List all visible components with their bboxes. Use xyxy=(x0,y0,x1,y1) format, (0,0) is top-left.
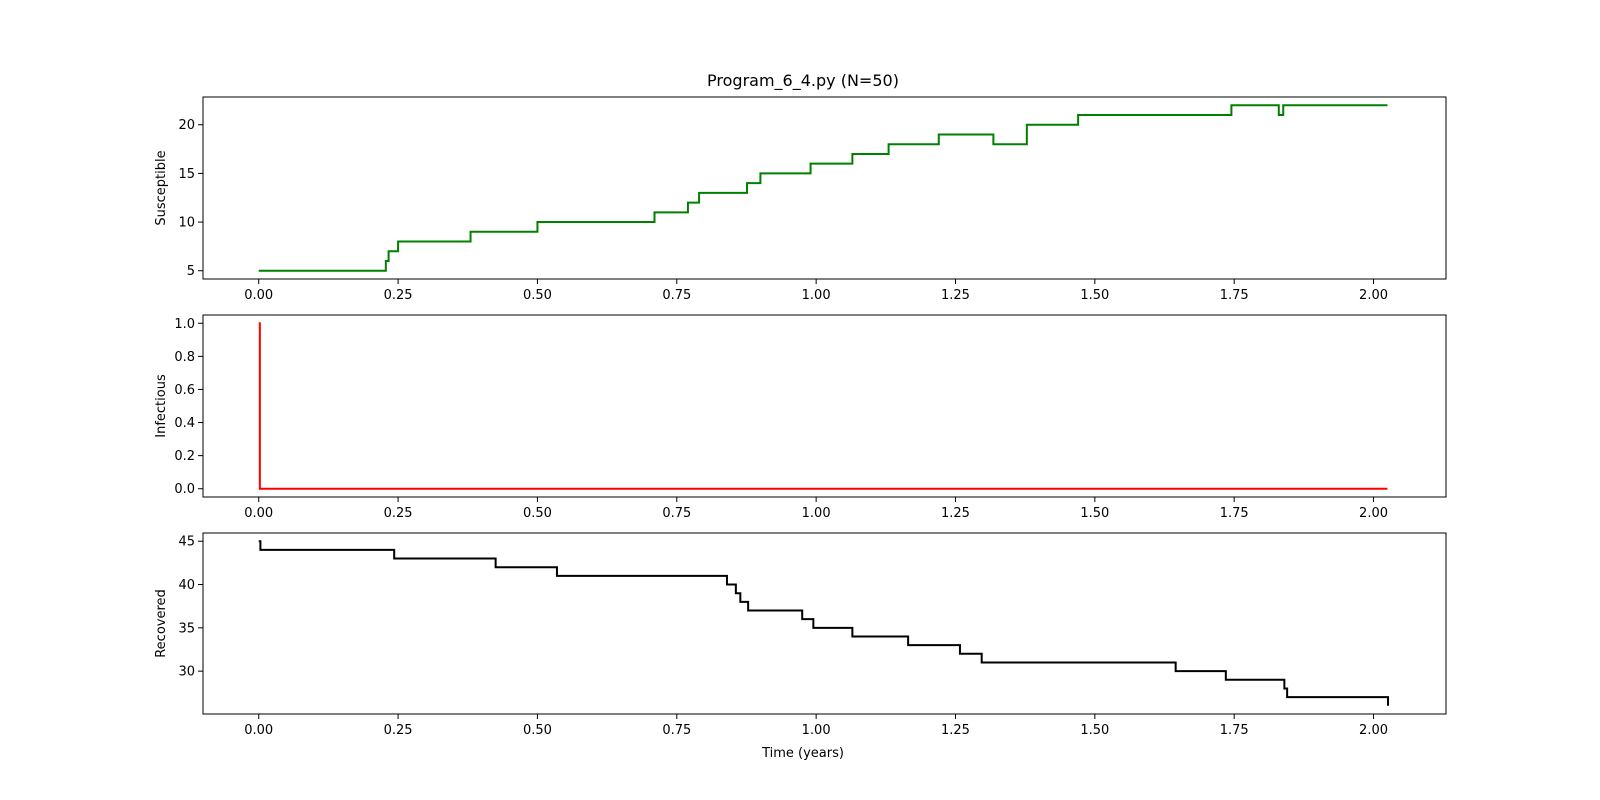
y-tick-label: 45 xyxy=(178,535,195,550)
x-tick-label: 1.00 xyxy=(802,723,831,738)
x-tick-label: 1.50 xyxy=(1080,723,1109,738)
series-line-recovered xyxy=(258,540,1390,706)
x-tick-label: 0.50 xyxy=(523,288,552,303)
x-tick-label: 0.00 xyxy=(244,506,273,521)
x-tick-label: 0.75 xyxy=(662,723,691,738)
x-tick-label: 1.00 xyxy=(802,506,831,521)
chart-title: Program_6_4.py (N=50) xyxy=(707,71,899,91)
x-tick-label: 0.00 xyxy=(244,723,273,738)
y-axis-title-recovered: Recovered xyxy=(154,589,169,658)
y-axis-title-infectious: Infectious xyxy=(154,374,169,438)
x-tick-label: 1.50 xyxy=(1080,506,1109,521)
plot-frame xyxy=(202,96,1447,280)
y-tick-label: 0.8 xyxy=(174,350,195,365)
y-tick-label: 15 xyxy=(178,167,195,182)
panel-3: 0.00 0.25 0.50 0.75 1.00 1.25 1.50 1.75 2.00 30 35… xyxy=(154,532,1447,738)
x-tick-label: 1.00 xyxy=(802,288,831,303)
y-tick-label: 20 xyxy=(178,118,195,133)
x-tick-label: 0.25 xyxy=(384,723,413,738)
x-tick-label: 1.25 xyxy=(941,506,970,521)
series-line-susceptible xyxy=(258,104,1388,272)
x-tick-label: 2.00 xyxy=(1359,723,1388,738)
x-tick-label: 1.25 xyxy=(941,288,970,303)
x-tick-label: 2.00 xyxy=(1359,288,1388,303)
x-tick-label: 2.00 xyxy=(1359,506,1388,521)
y-tick-label: 0.4 xyxy=(174,416,195,431)
series-line-infectious xyxy=(258,322,1388,490)
x-tick-label: 0.00 xyxy=(244,288,273,303)
x-tick-label: 1.75 xyxy=(1220,506,1249,521)
x-tick-label: 0.75 xyxy=(662,506,691,521)
y-tick-label: 10 xyxy=(178,216,195,231)
x-tick-label: 0.25 xyxy=(384,288,413,303)
x-tick-label: 1.25 xyxy=(941,723,970,738)
x-axis-title: Time (years) xyxy=(761,746,844,761)
y-tick-label: 30 xyxy=(178,665,195,680)
x-tick-label: 1.75 xyxy=(1220,723,1249,738)
y-tick-label: 0.0 xyxy=(174,482,195,497)
y-tick-label: 0.2 xyxy=(174,449,195,464)
y-tick-label: 5 xyxy=(187,264,195,279)
plot-frame xyxy=(202,314,1447,498)
x-tick-label: 1.50 xyxy=(1080,288,1109,303)
x-tick-label: 0.25 xyxy=(384,506,413,521)
panel-1: 0.00 0.25 0.50 0.75 1.00 1.25 1.50 1.75 2.00 5 10 1… xyxy=(154,96,1447,303)
x-tick-label: 0.50 xyxy=(523,506,552,521)
y-tick-label: 1.0 xyxy=(174,317,195,332)
x-tick-label: 0.75 xyxy=(662,288,691,303)
x-tick-label: 1.75 xyxy=(1220,288,1249,303)
panel-2: 0.00 0.25 0.50 0.75 1.00 1.25 1.50 1.75 2.00 0.0 0… xyxy=(154,314,1447,521)
x-tick-label: 0.50 xyxy=(523,723,552,738)
y-axis-title-susceptible: Susceptible xyxy=(154,150,169,225)
y-tick-label: 0.6 xyxy=(174,383,195,398)
y-tick-label: 40 xyxy=(178,578,195,593)
plot-frame xyxy=(202,532,1447,715)
y-tick-label: 35 xyxy=(178,621,195,636)
